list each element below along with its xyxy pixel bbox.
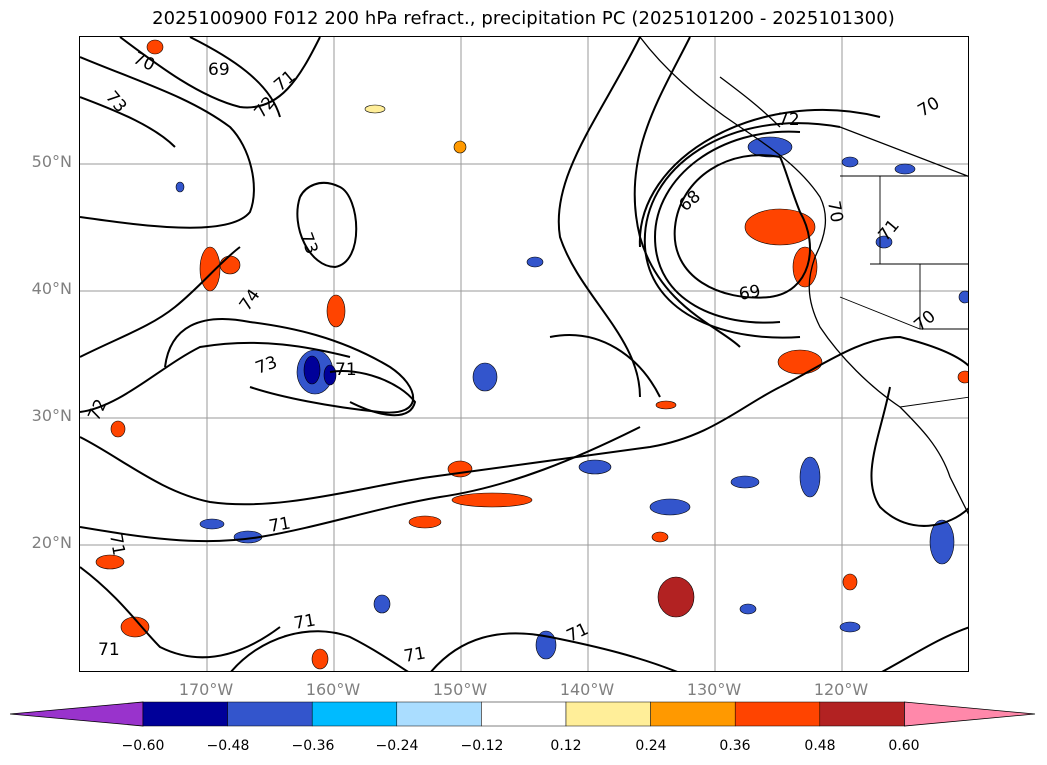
contour-label: 71	[98, 640, 120, 660]
contour-label: 71	[292, 610, 317, 633]
lon-label-170w: 170°W	[178, 680, 234, 699]
colorbar-tick: 0.36	[719, 738, 751, 754]
colorbar-tick: −0.12	[460, 738, 504, 754]
colorbar-cell	[227, 701, 313, 727]
lon-label-140w: 140°W	[559, 680, 615, 699]
contour-label: 72	[778, 110, 800, 130]
colorbar-tick: −0.36	[291, 738, 335, 754]
contour-label: 71	[267, 513, 292, 536]
colorbar-extend-low	[10, 701, 144, 727]
colorbar-cell	[819, 701, 905, 727]
contour-label: 73	[295, 230, 321, 257]
contour-label: 69	[737, 281, 762, 304]
lat-label-30n: 30°N	[31, 406, 72, 425]
colorbar-cell	[481, 701, 567, 727]
lat-label-50n: 50°N	[31, 152, 72, 171]
state-borders	[839, 175, 968, 408]
colorbar-tick: 0.24	[635, 738, 667, 754]
contour-label: 73	[253, 353, 280, 379]
lon-label-160w: 160°W	[305, 680, 361, 699]
colorbar-tick: −0.60	[121, 738, 165, 754]
contour-label: 71	[335, 360, 357, 380]
lon-label-120w: 120°W	[813, 680, 869, 699]
contour-label: 72	[84, 396, 111, 424]
colorbar-cell	[396, 701, 482, 727]
colorbar-cell	[565, 701, 651, 727]
contour-label: 74	[236, 286, 265, 315]
contour-label: 72	[251, 93, 280, 122]
map-canvas: 70 69 73 71 72 73 74 73 71 72 71 71 71 7…	[80, 37, 968, 671]
lat-label-40n: 40°N	[31, 279, 72, 298]
lat-label-20n: 20°N	[31, 533, 72, 552]
colorbar-cell	[142, 701, 228, 727]
contour-label: 70	[910, 307, 939, 336]
graticule	[80, 37, 968, 671]
coastline	[639, 37, 968, 515]
refractivity-contours	[80, 37, 968, 671]
contour-label: 70	[915, 93, 944, 121]
colorbar-cell	[311, 701, 398, 727]
contour-label: 70	[823, 199, 846, 224]
colorbar-tick: −0.24	[375, 738, 419, 754]
colorbar-cell	[734, 701, 821, 727]
lon-label-150w: 150°W	[432, 680, 488, 699]
map-panel: 70 69 73 71 72 73 74 73 71 72 71 71 71 7…	[79, 36, 969, 672]
contour-label: 71	[105, 532, 128, 557]
contour-label: 71	[402, 643, 427, 666]
colorbar	[10, 701, 1036, 727]
contour-label: 73	[101, 87, 130, 116]
colorbar-tick: 0.60	[888, 738, 920, 754]
contour-label: 68	[675, 187, 704, 216]
contour-label: 71	[270, 67, 299, 96]
plot-title: 2025100900 F012 200 hPa refract., precip…	[152, 8, 895, 29]
colorbar-tick: −0.48	[206, 738, 250, 754]
colorbar-tick: 0.12	[550, 738, 582, 754]
lon-label-130w: 130°W	[686, 680, 742, 699]
colorbar-extend-high	[904, 701, 1036, 727]
contour-label: 69	[208, 60, 230, 80]
colorbar-tick: 0.48	[804, 738, 836, 754]
contour-label-group: 70 69 73 71 72 73 74 73 71 72 71 71 71 7…	[84, 48, 943, 667]
colorbar-cell	[650, 701, 736, 727]
